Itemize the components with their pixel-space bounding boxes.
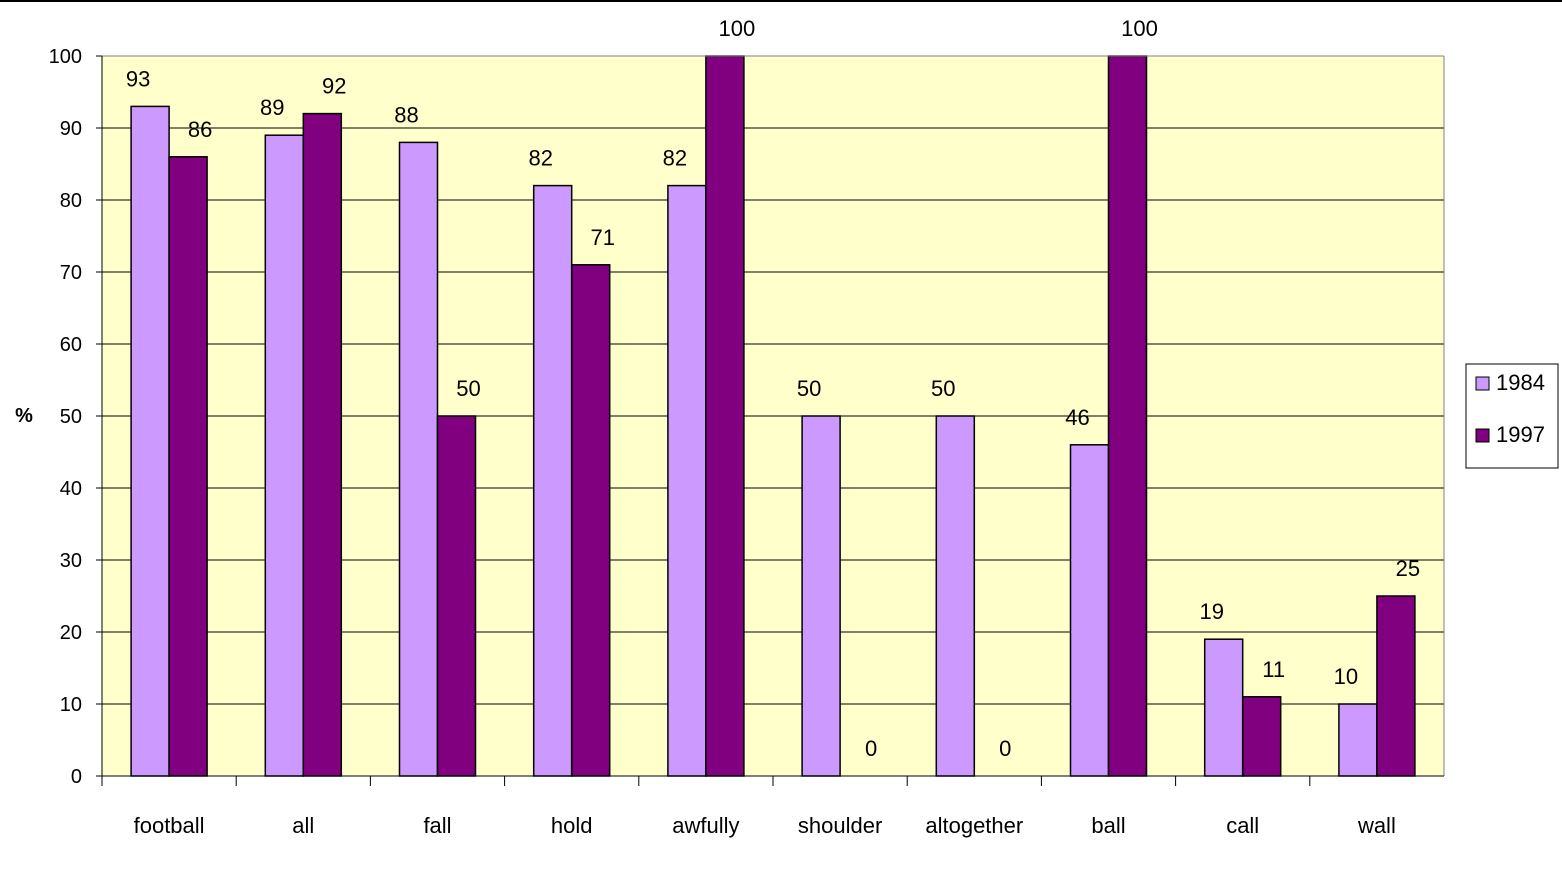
- data-label: 93: [126, 66, 150, 91]
- y-tick-label: 100: [49, 46, 82, 68]
- y-tick-label: 0: [71, 766, 82, 788]
- y-tick-label: 10: [60, 694, 82, 716]
- data-label: 50: [931, 376, 955, 401]
- data-label: 82: [528, 146, 552, 171]
- y-tick-label: 30: [60, 550, 82, 572]
- x-category-label: altogether: [925, 813, 1023, 838]
- bar-1984: [801, 415, 841, 777]
- y-tick-label: 90: [60, 118, 82, 140]
- bar-1984: [1338, 703, 1378, 777]
- data-label: 71: [590, 225, 614, 250]
- x-category-label: call: [1226, 813, 1259, 838]
- data-label: 86: [188, 117, 212, 142]
- x-category-label: wall: [1357, 813, 1396, 838]
- legend-label: 1997: [1496, 422, 1545, 447]
- bar-1997: [1107, 55, 1148, 777]
- bar-1984: [667, 184, 707, 777]
- y-tick-label: 50: [60, 406, 82, 428]
- bar-1997: [302, 112, 343, 777]
- bar-1997: [1376, 595, 1416, 777]
- y-tick-label: 20: [60, 622, 82, 644]
- data-label: 19: [1199, 599, 1223, 624]
- bar-1984: [1069, 444, 1110, 777]
- bar-1984: [532, 184, 573, 777]
- data-label: 0: [999, 736, 1011, 761]
- bar-1997: [168, 156, 208, 777]
- data-label: 92: [322, 74, 346, 99]
- data-label: 25: [1396, 556, 1420, 581]
- data-label: 89: [260, 95, 284, 120]
- data-labels: 93 86 89 92 88 50 82 71 82 100 50 0 50 0 46 100 19 11 10 25: [126, 16, 1420, 761]
- x-category-label: ball: [1091, 813, 1125, 838]
- legend-label: 1984: [1496, 370, 1545, 395]
- bar-1984: [1203, 638, 1244, 777]
- data-label: 46: [1065, 405, 1089, 430]
- bar-1997: [1241, 696, 1282, 777]
- bars: [130, 55, 1416, 777]
- data-label: 100: [719, 16, 756, 41]
- legend-swatch: [1475, 428, 1490, 443]
- bar-1984: [398, 141, 439, 777]
- bar-1984: [264, 134, 305, 777]
- x-category-label: fall: [423, 813, 451, 838]
- data-label: 10: [1334, 664, 1358, 689]
- data-label: 50: [456, 376, 480, 401]
- data-label: 88: [394, 102, 418, 127]
- legend: 1984 1997: [1465, 363, 1559, 469]
- y-tick-label: 40: [60, 478, 82, 500]
- x-category-label: all: [292, 813, 314, 838]
- bar-1997: [436, 415, 477, 777]
- y-tick-label: 70: [60, 262, 82, 284]
- data-label: 100: [1121, 16, 1158, 41]
- y-tick-label: 80: [60, 190, 82, 212]
- y-axis-label: %: [15, 405, 33, 427]
- x-category-label: football: [134, 813, 205, 838]
- x-category-label: awfully: [672, 813, 739, 838]
- legend-swatch: [1475, 376, 1490, 391]
- data-label: 0: [865, 736, 877, 761]
- data-label: 50: [797, 376, 821, 401]
- x-category-label: hold: [551, 813, 593, 838]
- bar-1984: [130, 105, 170, 777]
- x-category-label: shoulder: [798, 813, 882, 838]
- y-tick-label: 60: [60, 334, 82, 356]
- bar-1984: [935, 415, 976, 777]
- data-label: 11: [1262, 657, 1285, 682]
- bar-1997: [705, 55, 745, 777]
- bar-1997: [570, 264, 611, 777]
- data-label: 82: [663, 146, 687, 171]
